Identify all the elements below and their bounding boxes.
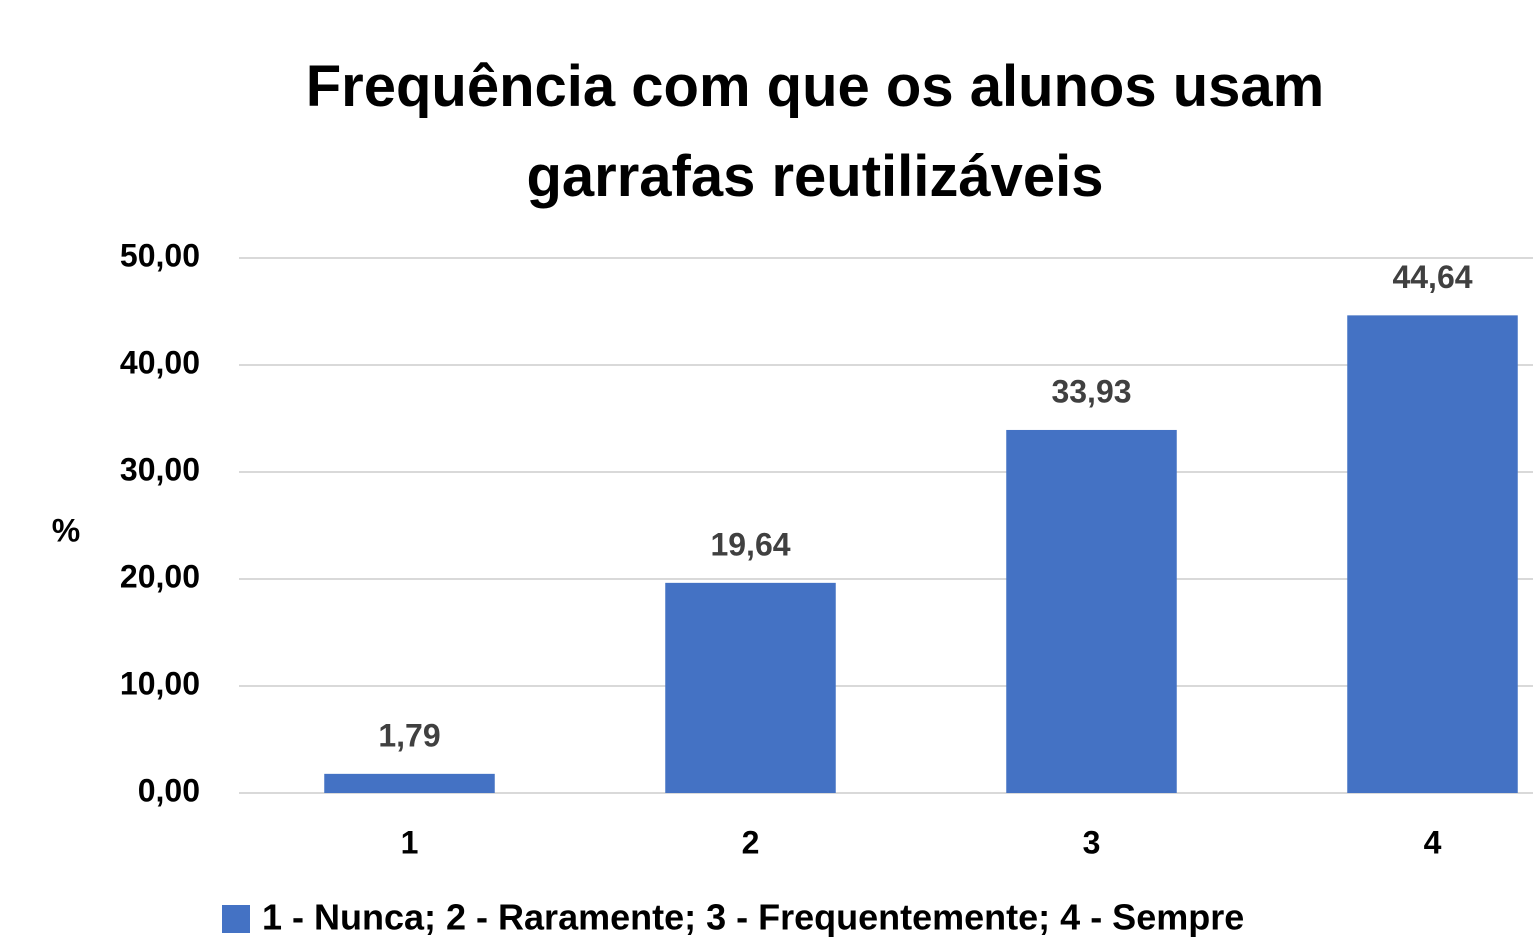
data-label: 19,64 (710, 526, 790, 562)
y-tick-label: 20,00 (120, 558, 200, 594)
y-tick-label: 50,00 (120, 237, 200, 273)
legend-label: 1 - Nunca; 2 - Raramente; 3 - Frequentem… (262, 897, 1244, 938)
y-tick-label: 40,00 (120, 344, 200, 380)
bar (1006, 429, 1177, 793)
y-axis-label: % (52, 512, 80, 548)
x-tick-label: 2 (742, 824, 760, 860)
x-tick-label: 1 (401, 824, 419, 860)
bar (665, 582, 836, 793)
y-tick-label: 10,00 (120, 665, 200, 701)
bar (1347, 315, 1518, 793)
legend-swatch (222, 905, 250, 933)
data-label: 1,79 (378, 717, 440, 753)
y-tick-label: 0,00 (138, 772, 200, 808)
data-label: 44,64 (1392, 259, 1472, 295)
x-tick-label: 3 (1083, 824, 1101, 860)
x-tick-label: 4 (1424, 824, 1442, 860)
y-tick-label: 30,00 (120, 451, 200, 487)
bar (324, 773, 495, 793)
chart-title: Frequência com que os alunos usam garraf… (305, 54, 1325, 209)
data-label: 33,93 (1051, 373, 1131, 409)
